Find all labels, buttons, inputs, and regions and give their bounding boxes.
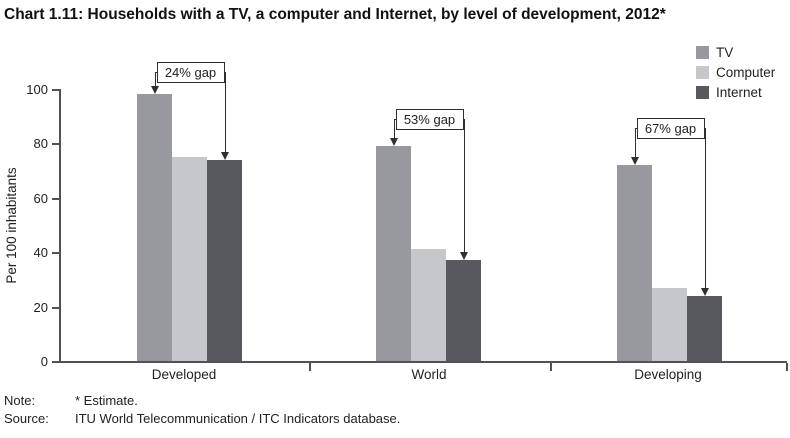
- x-tick: [550, 363, 552, 371]
- source-label: Source:: [4, 411, 49, 426]
- gap-connector-left-v: [393, 119, 395, 140]
- footnotes: Note: * Estimate. Source: ITU World Tele…: [4, 393, 400, 429]
- gap-annotation-box: 24% gap: [156, 62, 225, 83]
- gap-annotation-box: 67% gap: [636, 118, 705, 139]
- arrow-down-icon: [700, 287, 709, 296]
- chart-title: Chart 1.11: Households with a TV, a comp…: [4, 6, 666, 23]
- gap-connector-left-h: [154, 72, 157, 73]
- arrow-down-icon: [459, 252, 468, 261]
- x-category-label-world: World: [411, 367, 447, 382]
- y-tick: [52, 197, 59, 200]
- gap-connector-left-v: [634, 128, 636, 159]
- legend-label-computer: Computer: [716, 65, 776, 80]
- bar-internet-developed: [207, 159, 242, 361]
- y-tick-label: 0: [40, 354, 48, 369]
- source-value: ITU World Telecommunication / ITC Indica…: [75, 411, 401, 426]
- gap-connector-left-h: [393, 119, 396, 120]
- bar-tv-developing: [617, 165, 652, 361]
- legend-label-tv: TV: [716, 45, 734, 60]
- arrow-down-icon: [389, 138, 398, 147]
- note-row: Note: * Estimate.: [4, 393, 400, 408]
- y-tick-label: 60: [33, 190, 48, 206]
- legend: TV Computer Internet: [696, 46, 775, 106]
- arrow-down-icon: [150, 86, 159, 95]
- note-label: Note:: [4, 393, 36, 408]
- y-tick-label: 80: [33, 136, 48, 152]
- y-axis: [59, 89, 61, 363]
- x-category-label-developed: Developed: [151, 367, 217, 382]
- y-tick: [52, 361, 59, 363]
- tv-swatch-icon: [696, 46, 709, 59]
- internet-swatch-icon: [696, 86, 709, 99]
- y-tick-label: 40: [33, 245, 48, 261]
- bar-tv-developed: [137, 94, 172, 361]
- y-tick-label: 20: [33, 299, 48, 315]
- x-axis: [59, 361, 787, 363]
- legend-item-tv: TV: [696, 46, 775, 59]
- y-tick: [52, 143, 59, 146]
- gap-connector-right-v: [224, 72, 226, 153]
- gap-connector-right-v: [463, 119, 465, 254]
- y-axis-title: Per 100 inhabitants: [4, 167, 19, 284]
- x-tick: [786, 363, 788, 371]
- note-value: * Estimate.: [75, 393, 138, 408]
- y-tick: [52, 252, 59, 255]
- x-tick: [309, 363, 311, 371]
- gap-connector-left-v: [154, 72, 156, 88]
- y-tick: [52, 306, 59, 309]
- x-category-label-developing: Developing: [634, 367, 702, 382]
- bar-internet-world: [446, 260, 481, 361]
- gap-connector-right-v: [704, 128, 706, 289]
- arrow-down-icon: [220, 151, 229, 160]
- legend-item-internet: Internet: [696, 86, 775, 99]
- computer-swatch-icon: [696, 66, 709, 79]
- bar-computer-developing: [652, 287, 687, 361]
- gap-annotation-box: 53% gap: [395, 109, 464, 130]
- bar-computer-world: [411, 249, 446, 361]
- bar-computer-developed: [172, 157, 207, 361]
- source-row: Source: ITU World Telecommunication / IT…: [4, 411, 400, 426]
- bar-tv-world: [376, 146, 411, 361]
- y-tick-label: 100: [26, 82, 48, 97]
- gap-connector-left-h: [634, 128, 637, 129]
- y-tick: [52, 89, 59, 91]
- legend-label-internet: Internet: [716, 85, 762, 100]
- bar-internet-developing: [687, 295, 722, 361]
- arrow-down-icon: [630, 157, 639, 166]
- legend-item-computer: Computer: [696, 66, 775, 79]
